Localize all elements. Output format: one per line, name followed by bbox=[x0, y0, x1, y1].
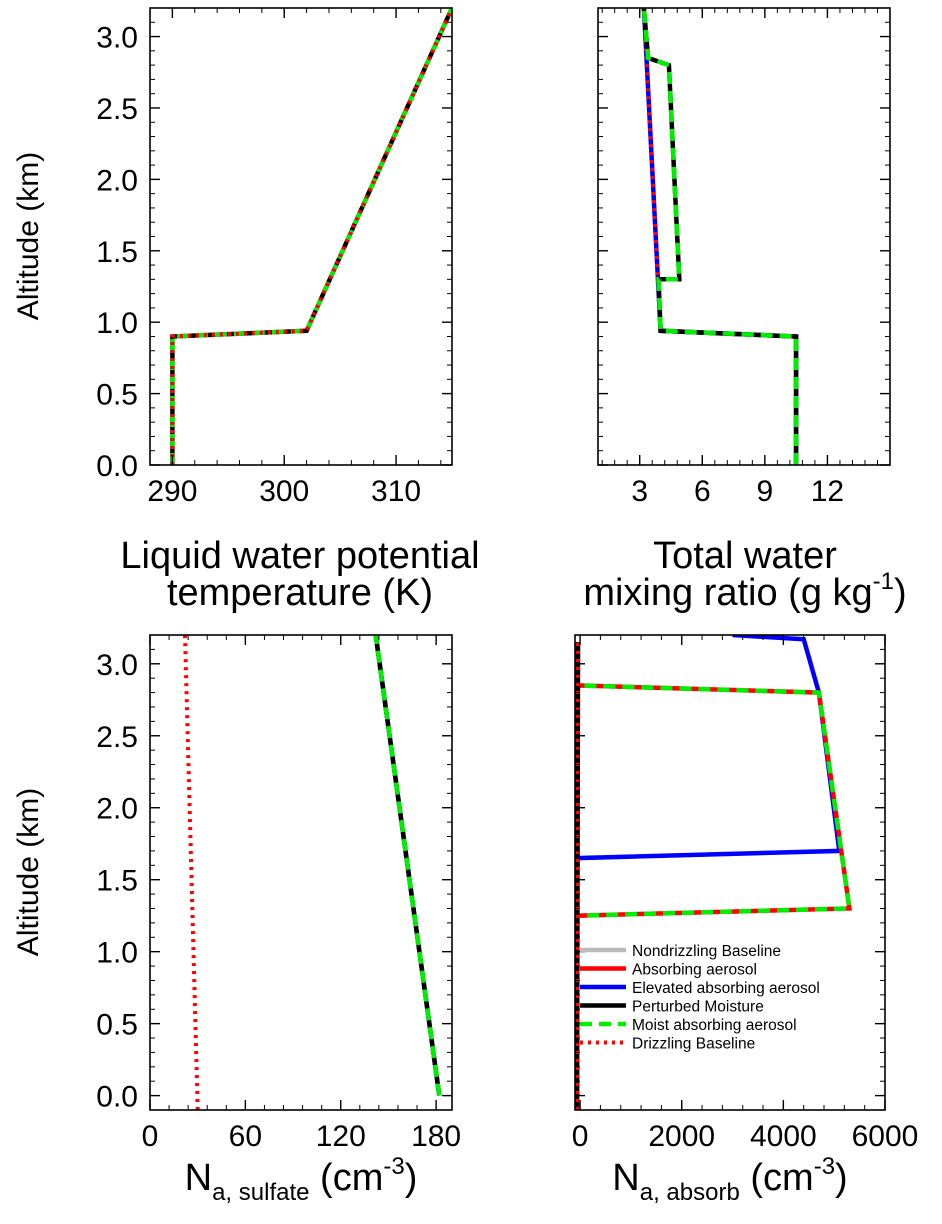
series-line-drizzling-baseline bbox=[183, 635, 200, 1110]
y-tick-label: 3.0 bbox=[96, 649, 138, 682]
y-tick-label: 2.5 bbox=[96, 721, 138, 754]
x-axis-title-line1: Liquid water potential bbox=[120, 535, 479, 577]
legend-label: Nondrizzling Baseline bbox=[632, 943, 781, 960]
legend: Nondrizzling Baseline Absorbing aerosolEl… bbox=[580, 943, 820, 1053]
y-tick-label: 2.0 bbox=[96, 164, 138, 197]
x-axis-title: Na, sulfate (cm-3) bbox=[185, 1153, 418, 1206]
x-tick-label: 290 bbox=[147, 475, 197, 508]
series-group bbox=[641, 8, 799, 465]
series-line-moist-absorbing-aerosol bbox=[373, 635, 442, 1096]
x-axis-title-subscript: a, sulfate bbox=[212, 1179, 309, 1206]
series-line-drizzling-baseline bbox=[170, 8, 452, 465]
y-tick-label: 1.5 bbox=[96, 865, 138, 898]
series-group bbox=[170, 8, 452, 465]
panel-p1: 290 300 310 0.0 0.5 1.0 1.5 2.0 2.5 3.0 Altitude (… bbox=[12, 7, 480, 614]
legend-label: Absorbing aerosol bbox=[632, 962, 757, 979]
x-tick-label: 12 bbox=[811, 475, 844, 508]
legend-label: Perturbed Moisture bbox=[632, 999, 764, 1016]
x-axis-title-close: ) bbox=[835, 1157, 848, 1199]
x-axis-title-line2: mixing ratio (g kg-1) bbox=[583, 568, 906, 614]
y-tick-label: 0.5 bbox=[96, 379, 138, 412]
legend-label: Moist absorbing aerosol bbox=[632, 1017, 797, 1034]
y-axis-title: Altitude (km) bbox=[12, 788, 45, 956]
series-line-perturbed-moisture bbox=[641, 8, 799, 465]
legend-label: Drizzling Baseline bbox=[632, 1036, 755, 1053]
x-tick-label: 0 bbox=[572, 1120, 589, 1153]
panel-p3: 0 60 120 180 0.0 0.5 1.0 1.5 2.0 2.5 3.0 Altitude (… bbox=[12, 634, 461, 1206]
plot-frame bbox=[149, 7, 453, 466]
x-axis-title-symbol: N bbox=[612, 1157, 639, 1199]
x-tick-label: 120 bbox=[316, 1120, 366, 1153]
y-tick-label: 0.0 bbox=[96, 450, 138, 483]
legend-label: Elevated absorbing aerosol bbox=[632, 980, 820, 997]
x-axis-title-line2: temperature (K) bbox=[167, 572, 433, 614]
y-tick-label: 1.5 bbox=[96, 236, 138, 269]
x-axis-title: Na, absorb (cm-3) bbox=[612, 1153, 847, 1206]
x-tick-label: 3 bbox=[631, 475, 648, 508]
x-tick-label: 300 bbox=[259, 475, 309, 508]
x-axis-title-superscript: -1 bbox=[873, 568, 894, 595]
x-axis-title-superscript: -3 bbox=[383, 1153, 404, 1180]
x-tick-label: 6 bbox=[694, 475, 711, 508]
x-axis-title-unit: (cm bbox=[309, 1157, 383, 1199]
x-tick-label: 60 bbox=[229, 1120, 262, 1153]
plot-frame bbox=[149, 634, 453, 1111]
x-axis-title-close: ) bbox=[894, 572, 907, 614]
x-tick-label: 6000 bbox=[852, 1120, 919, 1153]
y-tick-label: 2.5 bbox=[96, 93, 138, 126]
plot-frame bbox=[597, 7, 891, 466]
x-axis-title-close: ) bbox=[405, 1157, 418, 1199]
series-line-elevated-absorbing-aerosol bbox=[641, 8, 799, 465]
y-tick-label: 0.5 bbox=[96, 1009, 138, 1042]
y-tick-label: 0.0 bbox=[96, 1081, 138, 1114]
x-axis-title-superscript: -3 bbox=[814, 1153, 835, 1180]
series-line-drizzling-baseline bbox=[575, 642, 580, 1110]
y-tick-label: 2.0 bbox=[96, 793, 138, 826]
series-line-moist-absorbing-aerosol bbox=[170, 8, 452, 465]
y-tick-label: 1.0 bbox=[96, 937, 138, 970]
x-tick-label: 2000 bbox=[648, 1120, 715, 1153]
series-line-perturbed-moisture bbox=[170, 8, 452, 465]
x-axis-title-main: mixing ratio (g kg bbox=[583, 572, 872, 614]
series-line-drizzling-baseline bbox=[641, 8, 799, 465]
x-axis-title-symbol: N bbox=[185, 1157, 212, 1199]
x-axis-title-unit: (cm bbox=[740, 1157, 814, 1199]
x-tick-label: 9 bbox=[757, 475, 774, 508]
y-axis-title: Altitude (km) bbox=[12, 152, 45, 320]
x-tick-label: 180 bbox=[411, 1120, 461, 1153]
x-axis-title-subscript: a, absorb bbox=[640, 1179, 740, 1206]
x-tick-label: 310 bbox=[371, 475, 421, 508]
plot-frame bbox=[574, 634, 886, 1111]
x-axis-title-line1: Total water bbox=[653, 535, 837, 577]
series-group bbox=[183, 635, 442, 1110]
x-tick-label: 4000 bbox=[750, 1120, 817, 1153]
y-tick-label: 3.0 bbox=[96, 22, 138, 55]
y-tick-label: 1.0 bbox=[96, 307, 138, 340]
x-tick-label: 0 bbox=[142, 1120, 159, 1153]
series-line-moist-absorbing-aerosol bbox=[641, 8, 799, 465]
